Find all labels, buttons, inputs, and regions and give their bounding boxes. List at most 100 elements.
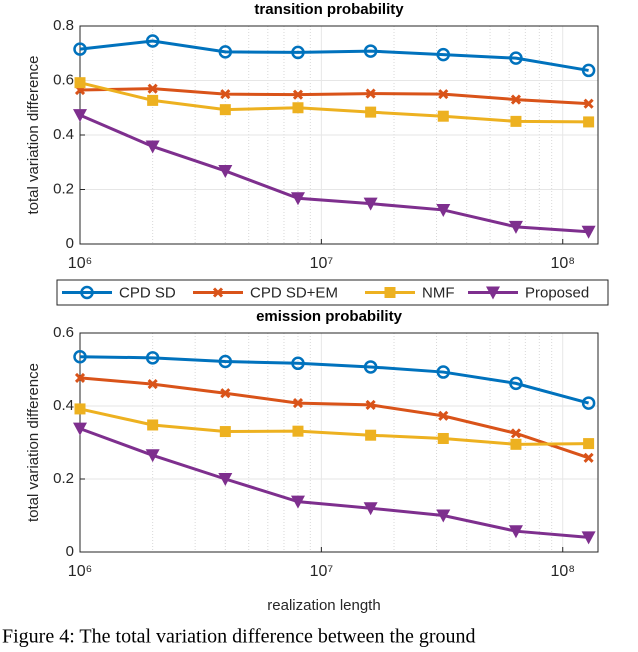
marker [437,432,449,444]
marker [147,379,158,390]
marker [74,372,86,383]
y-tick-label: 0.2 [53,180,74,197]
marker [147,94,159,106]
series-line [79,427,589,539]
marker [218,473,233,486]
marker [291,45,305,60]
x-tick-label: 10⁸ [550,563,575,580]
legend-label: CPD SD+EM [250,284,338,301]
legend-label: Proposed [525,284,589,301]
marker [218,354,233,369]
marker [292,398,304,409]
marker [292,89,304,100]
marker [365,399,376,410]
marker [510,94,522,105]
marker [219,104,231,116]
marker [508,220,523,234]
marker [486,286,500,300]
marker [365,429,377,441]
marker [581,396,596,410]
marker [290,495,305,509]
marker [147,83,158,94]
y-tick-label: 0 [66,235,74,252]
marker [436,509,451,523]
legend-label: CPD SD [119,284,176,301]
marker [583,438,595,450]
caption: Figure 4: The total variation difference… [2,626,476,648]
marker [147,419,159,431]
legend-label: NMF [422,284,455,301]
marker [219,426,231,438]
marker [581,225,596,239]
series-line [79,407,589,446]
marker [365,106,377,118]
marker [73,42,87,56]
series-line [79,376,590,460]
marker [510,115,522,127]
x-tick-label: 10⁷ [310,563,334,580]
marker [436,203,451,217]
subplot-title: transition probability [254,1,404,18]
x-tick-label: 10⁸ [550,255,575,272]
series-line [79,113,589,234]
marker [437,110,449,122]
x-tick-label: 10⁷ [310,255,334,272]
marker [292,102,304,114]
marker [73,349,87,364]
marker [218,45,233,59]
axes-box [79,25,599,245]
subplot-title: emission probability [256,308,403,325]
marker [212,287,224,298]
x-tick-label: 10⁶ [68,563,92,580]
marker [74,77,86,89]
marker [508,525,523,539]
marker [220,388,231,399]
marker [73,109,87,123]
marker [510,438,522,450]
marker [363,502,378,516]
axes-box [79,332,599,553]
marker [384,287,396,298]
series-line [79,81,589,124]
series-line [79,355,589,405]
marker [509,51,523,65]
y-tick-label: 0.6 [53,324,74,341]
marker [509,376,523,391]
marker [220,89,231,100]
y-tick-label: 0.4 [53,126,74,143]
y-axis-label: total variation difference [25,363,42,522]
marker [363,197,378,211]
marker [583,452,594,463]
marker [291,356,305,371]
marker [218,164,233,178]
x-tick-label: 10⁶ [68,255,92,272]
y-tick-label: 0.8 [53,17,74,34]
marker [80,285,94,300]
marker [581,531,596,545]
marker [363,44,378,58]
marker [363,360,378,374]
marker [292,425,304,437]
y-tick-label: 0.6 [53,71,74,88]
marker [583,116,595,128]
series-line [79,39,589,72]
marker [145,351,160,365]
marker [581,63,596,78]
y-tick-label: 0.4 [53,397,74,414]
marker [145,34,160,48]
marker [74,403,86,415]
marker [436,47,451,62]
marker [438,89,449,100]
marker [290,192,305,206]
series-line [79,87,589,106]
y-axis-label: total variation difference [25,56,42,215]
marker [510,428,522,439]
marker [438,410,449,421]
x-axis-label: realization length [267,597,380,614]
marker [436,365,451,379]
y-tick-label: 0.2 [53,470,74,487]
marker [145,449,160,463]
marker [365,88,376,99]
marker [145,140,160,154]
